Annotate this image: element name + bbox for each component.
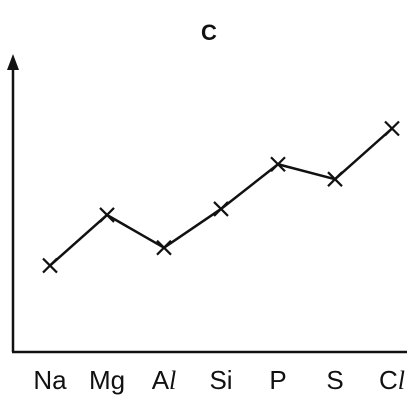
data-point-4: [270, 156, 286, 173]
data-point-2: [156, 239, 172, 256]
data-point-0: [42, 257, 58, 274]
chart-title: C: [201, 20, 217, 45]
x-tick-labels: Na Mg Al Si P S Cl: [33, 365, 405, 395]
x-tick-label-6: Cl: [379, 365, 405, 395]
x-tick-label-5: S: [326, 365, 343, 395]
x-tick-label-4: P: [269, 365, 286, 395]
data-point-1: [99, 207, 115, 223]
data-markers: [42, 120, 400, 274]
data-point-6: [384, 120, 400, 137]
series-line: [49, 127, 393, 267]
data-point-5: [327, 171, 343, 187]
x-tick-label-1: Mg: [89, 365, 125, 395]
x-tick-label-3: Si: [209, 365, 232, 395]
data-point-3: [213, 201, 229, 217]
y-axis-arrowhead: [7, 54, 19, 70]
axes: [7, 54, 407, 354]
x-tick-label-2: Al: [152, 365, 177, 395]
x-tick-label-0: Na: [33, 365, 67, 395]
